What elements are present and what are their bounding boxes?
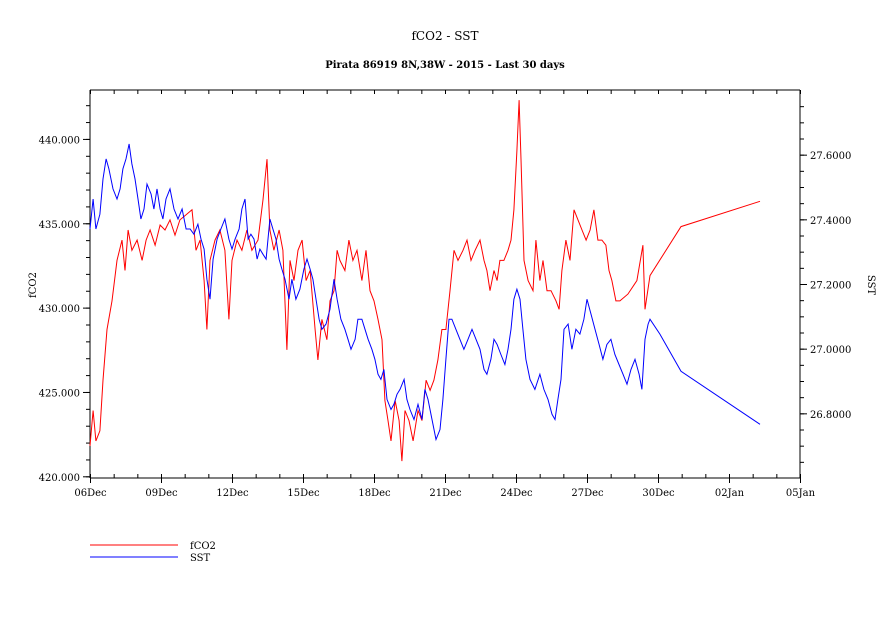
- y-tick-label: 430.000: [39, 304, 80, 315]
- y2-axis-label: SST: [865, 275, 876, 296]
- x-tick-label: 06Dec: [74, 488, 107, 499]
- series-line-fco2: [89, 100, 761, 462]
- y2-tick-label: 27.6000: [810, 151, 851, 162]
- x-tick-label: 27Dec: [571, 488, 604, 499]
- y-tick-label: 425.000: [39, 388, 80, 399]
- series-line-sst: [89, 143, 761, 442]
- legend-label: SST: [190, 553, 211, 564]
- x-tick-label: 02Jan: [715, 488, 745, 499]
- legend-label: fCO2: [190, 541, 216, 552]
- chart-subtitle: Pirata 86919 8N,38W - 2015 - Last 30 day…: [325, 60, 565, 71]
- x-tick-label: 05Jan: [786, 488, 816, 499]
- x-tick-label: 18Dec: [358, 488, 391, 499]
- x-tick-label: 24Dec: [500, 488, 533, 499]
- y2-tick-label: 26.8000: [810, 410, 851, 421]
- x-tick-label: 30Dec: [642, 488, 675, 499]
- x-tick-label: 09Dec: [145, 488, 178, 499]
- x-tick-label: 21Dec: [429, 488, 462, 499]
- y-tick-label: 435.000: [39, 220, 80, 231]
- series-group: [89, 100, 761, 462]
- y2-tick-label: 27.4000: [810, 216, 851, 227]
- y2-tick-label: 27.2000: [810, 281, 851, 292]
- x-tick-label: 15Dec: [287, 488, 320, 499]
- x-tick-label: 12Dec: [216, 488, 249, 499]
- y-tick-label: 440.000: [39, 135, 80, 146]
- y-axis-label: fCO2: [28, 272, 39, 298]
- chart-title: fCO2 - SST: [411, 29, 478, 43]
- y-tick-label: 420.000: [39, 473, 80, 484]
- axes: 06Dec 09Dec 12Dec 15Dec 18Dec 21Dec 24Dec 27Dec…: [39, 89, 851, 499]
- y2-tick-label: 27.0000: [810, 345, 851, 356]
